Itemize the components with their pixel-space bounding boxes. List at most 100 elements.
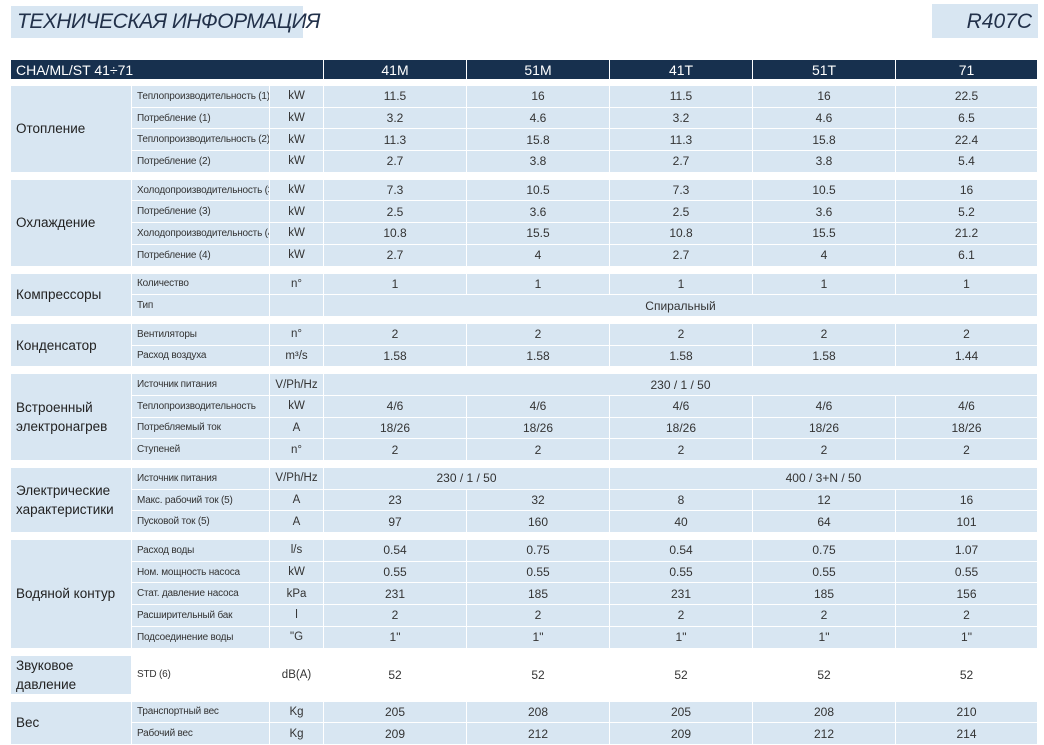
- value-cell: 52: [610, 655, 753, 695]
- table-row: Компрессоры Количество n° 1 1 1 1 1: [11, 273, 1038, 317]
- value-cell: 2: [610, 439, 753, 461]
- parameter-label: STD (6): [132, 655, 270, 695]
- spacer-cell: [11, 533, 1038, 541]
- value-cell: 1: [896, 273, 1038, 296]
- value-cell: 4.6: [753, 107, 896, 130]
- value-cell: 3.8: [753, 151, 896, 173]
- value-cell: 64: [753, 511, 896, 534]
- value-cell: 185: [753, 583, 896, 606]
- value-cell: 3.2: [610, 107, 753, 130]
- value-cell: 8: [610, 489, 753, 512]
- value-cell: 2.5: [324, 201, 467, 224]
- section-spacer: [11, 367, 1038, 375]
- value-cell: 97: [324, 511, 467, 534]
- value-cell: 5.2: [896, 201, 1038, 224]
- model-header: 41T: [610, 60, 753, 79]
- split-value-cell: 400 / 3+N / 50: [610, 468, 1038, 490]
- unit-label: n°: [270, 323, 324, 346]
- value-cell: 210: [896, 701, 1038, 724]
- parameter-label: Расширительный бак: [132, 605, 270, 627]
- merged-value-cell: Спиральный: [324, 295, 1038, 317]
- section-spacer: [11, 533, 1038, 541]
- unit-label: V/Ph/Hz: [270, 468, 324, 490]
- value-cell: 18/26: [467, 417, 610, 440]
- section-label: Вес: [11, 701, 132, 745]
- table-row: Электрические характеристики Источник пит…: [11, 468, 1038, 534]
- value-cell: 15.5: [753, 223, 896, 245]
- table-row: Рабочий вес Kg 209 212 209 212 214: [11, 723, 1038, 745]
- refrigerant-label: R407C: [966, 10, 1032, 33]
- table-row: Потребление (4) kW 2.7 4 2.7 4 6.1: [11, 244, 1038, 267]
- parameter-label: Количество: [132, 273, 270, 296]
- value-cell: 1.58: [753, 345, 896, 368]
- value-cell: 10.8: [324, 223, 467, 245]
- unit-label: l: [270, 605, 324, 627]
- value-cell: 52: [467, 655, 610, 695]
- merged-value-cell: 230 / 1 / 50: [324, 374, 1038, 396]
- table-row: Ступеней n° 2 2 2 2 2: [11, 439, 1038, 461]
- value-cell: 1": [467, 626, 610, 649]
- table-row: Звуковое давление STD (6) dB(A) 52 52 52 52 52: [11, 655, 1038, 695]
- table-row: Теплопроизводительность (2) kW 11.3 15.8 11.…: [11, 129, 1038, 152]
- unit-label: m³/s: [270, 345, 324, 368]
- title-banner: ТЕХНИЧЕСКАЯ ИНФОРМАЦИЯ: [11, 6, 320, 38]
- value-cell: 1: [324, 273, 467, 296]
- value-cell: 2.7: [610, 244, 753, 267]
- value-cell: 10.8: [610, 223, 753, 245]
- table-row: Ном. мощность насоса kW 0.55 0.55 0.55 0.55 0.…: [11, 561, 1038, 584]
- parameter-label: Потребление (3): [132, 201, 270, 224]
- table-row: Встроенный электронагрев Источник питания…: [11, 374, 1038, 461]
- parameter-label: Расход воздуха: [132, 345, 270, 368]
- value-cell: 7.3: [324, 179, 467, 202]
- value-cell: 18/26: [896, 417, 1038, 440]
- table-row: Потребление (3) kW 2.5 3.6 2.5 3.6 5.2: [11, 201, 1038, 224]
- value-cell: 11.3: [324, 129, 467, 152]
- spacer-cell: [11, 648, 1038, 656]
- value-cell: 52: [896, 655, 1038, 695]
- unit-label: kW: [270, 561, 324, 584]
- value-cell: 6.5: [896, 107, 1038, 130]
- value-cell: 23: [324, 489, 467, 512]
- unit-label: kPa: [270, 583, 324, 606]
- value-cell: 101: [896, 511, 1038, 534]
- value-cell: 212: [753, 723, 896, 745]
- value-cell: 16: [753, 86, 896, 108]
- page-title: ТЕХНИЧЕСКАЯ ИНФОРМАЦИЯ: [17, 10, 320, 33]
- table-row: Тип Спиральный: [11, 295, 1038, 317]
- spacer-cell: [11, 461, 1038, 468]
- table-row: Потребление (2) kW 2.7 3.8 2.7 3.8 5.4: [11, 151, 1038, 173]
- unit-label: l/s: [270, 540, 324, 562]
- section-spacer: [11, 648, 1038, 656]
- parameter-label: Стат. давление насоса: [132, 583, 270, 606]
- table-row: Водяной контур Расход воды l/s 0.54 0.75 0.54…: [11, 540, 1038, 649]
- refrigerant-badge: R407C: [932, 4, 1038, 38]
- value-cell: 1.58: [324, 345, 467, 368]
- value-cell: 1": [896, 626, 1038, 649]
- value-cell: 231: [324, 583, 467, 606]
- value-cell: 1": [610, 626, 753, 649]
- section-spacer: [11, 461, 1038, 468]
- unit-label: kW: [270, 151, 324, 173]
- spacer-cell: [11, 79, 1038, 86]
- value-cell: 32: [467, 489, 610, 512]
- table-row: Вес Транспортный вес Kg 205 208 205 208 210: [11, 701, 1038, 745]
- section-spacer: [11, 172, 1038, 180]
- value-cell: 0.75: [467, 540, 610, 562]
- parameter-label: Теплопроизводительность (2): [132, 129, 270, 152]
- table-row: Расширительный бак l 2 2 2 2 2: [11, 605, 1038, 627]
- table-header-row: CHA/ML/ST 41÷71 41M 51M 41T 51T 71: [11, 60, 1038, 79]
- value-cell: 4.6: [467, 107, 610, 130]
- table-row: Потребляемый ток A 18/26 18/26 18/26 18/26 18/…: [11, 417, 1038, 440]
- parameter-label: Источник питания: [132, 468, 270, 490]
- value-cell: 2: [753, 323, 896, 346]
- table-row: Отопление Теплопроизводительность (1) kW 11…: [11, 86, 1038, 173]
- parameter-label: Расход воды: [132, 540, 270, 562]
- parameter-label: Холодопроизводительность (4): [132, 223, 270, 245]
- value-cell: 3.8: [467, 151, 610, 173]
- split-value-cell: 230 / 1 / 50: [324, 468, 610, 490]
- value-cell: 231: [610, 583, 753, 606]
- table-row: Пусковой ток (5) A 97 160 40 64 101: [11, 511, 1038, 534]
- value-cell: 2: [896, 605, 1038, 627]
- value-cell: 52: [324, 655, 467, 695]
- value-cell: 15.8: [753, 129, 896, 152]
